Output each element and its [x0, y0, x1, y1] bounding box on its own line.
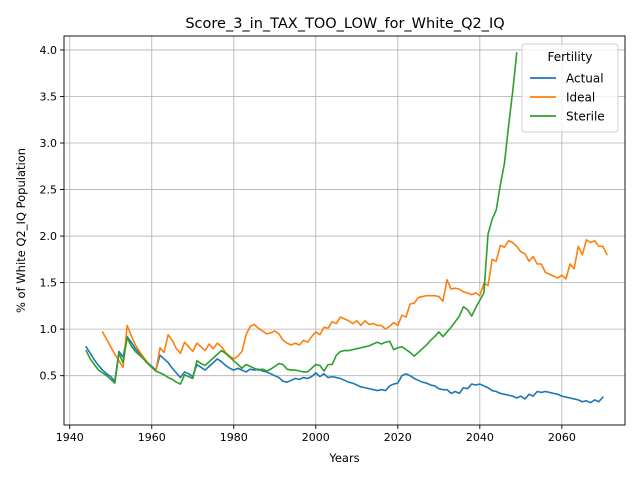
- gridlines: [64, 36, 625, 425]
- y-tick-label: 1.0: [40, 323, 58, 336]
- y-tick-label: 3.0: [40, 137, 58, 150]
- legend-label-actual: Actual: [566, 72, 604, 86]
- y-tick-label: 1.5: [40, 277, 58, 290]
- legend-label-sterile: Sterile: [566, 110, 605, 124]
- legend-title: Fertility: [547, 50, 592, 64]
- y-axis-ticks: 0.5 1.0 1.5 2.0 2.5 3.0 3.5 4.0: [40, 44, 64, 383]
- x-tick-label: 1980: [220, 431, 248, 444]
- y-tick-label: 4.0: [40, 44, 58, 57]
- y-axis-label: % of White Q2_IQ Population: [14, 148, 28, 313]
- plot-frame: [63, 35, 626, 426]
- x-tick-label: 1960: [138, 431, 166, 444]
- legend-box: [521, 43, 619, 133]
- x-axis-label: Years: [328, 451, 359, 465]
- x-tick-label: 1940: [56, 431, 84, 444]
- series-lines: [85, 51, 608, 404]
- x-tick-label: 2040: [466, 431, 494, 444]
- x-tick-label: 2000: [302, 431, 330, 444]
- y-tick-label: 0.5: [40, 370, 58, 383]
- x-tick-label: 2060: [548, 431, 576, 444]
- legend-label-ideal: Ideal: [566, 91, 595, 105]
- legend-entries: Actual Ideal Sterile: [530, 72, 605, 124]
- x-tick-label: 2020: [384, 431, 412, 444]
- series-line-actual: [85, 335, 604, 404]
- legend[interactable]: Fertility Actual Ideal Sterile: [521, 43, 619, 133]
- chart-title: Score_3_in_TAX_TOO_LOW_for_White_Q2_IQ: [185, 16, 504, 32]
- series-line-ideal: [101, 239, 608, 372]
- x-axis-ticks: 1940 1960 1980 2000 2020 2040 2060: [56, 425, 576, 444]
- series-line-sterile: [85, 51, 518, 385]
- y-tick-label: 2.0: [40, 230, 58, 243]
- y-tick-label: 3.5: [40, 90, 58, 103]
- y-tick-label: 2.5: [40, 184, 58, 197]
